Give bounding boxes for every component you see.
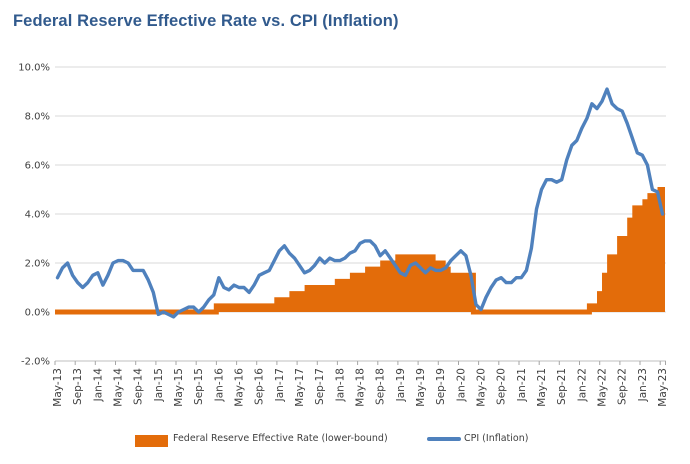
y-gridlines [55, 66, 666, 362]
svg-text:Sep-13: Sep-13 [72, 368, 84, 405]
svg-text:2.0%: 2.0% [25, 259, 50, 270]
svg-text:Sep-20: Sep-20 [496, 368, 508, 405]
svg-text:Jan-16: Jan-16 [213, 368, 225, 403]
svg-text:May-22: May-22 [597, 368, 609, 407]
svg-text:Jan-18: Jan-18 [334, 368, 346, 402]
svg-text:0.0%: 0.0% [25, 308, 50, 319]
svg-text:Sep-14: Sep-14 [133, 368, 145, 405]
svg-text:May-23: May-23 [657, 368, 669, 407]
cpi-line-series [55, 87, 665, 319]
svg-text:May-15: May-15 [173, 368, 185, 407]
plot-area: 10.0% 8.0% 6.0% 4.0% 2.0% 0.0% -2.0%May-13 Sep-… [18, 63, 669, 407]
svg-text:May-21: May-21 [536, 368, 548, 407]
svg-text:6.0%: 6.0% [25, 161, 50, 172]
legend: Federal Reserve Effective Rate (lower-bo… [0, 0, 690, 447]
svg-text:Sep-19: Sep-19 [435, 368, 447, 405]
fed-rate-area-series [55, 187, 665, 315]
svg-text:May-17: May-17 [294, 368, 306, 407]
svg-text:Jan-22: Jan-22 [576, 368, 588, 402]
svg-text:Sep-21: Sep-21 [556, 368, 568, 405]
svg-text:8.0%: 8.0% [25, 112, 50, 123]
svg-text:May-19: May-19 [415, 368, 427, 407]
svg-text:Sep-22: Sep-22 [617, 368, 629, 405]
svg-text:Jan-23: Jan-23 [637, 368, 649, 402]
svg-text:May-18: May-18 [355, 368, 367, 407]
svg-text:10.0%: 10.0% [18, 63, 50, 74]
svg-text:Jan-14: Jan-14 [92, 368, 104, 403]
svg-text:Jan-15: Jan-15 [153, 368, 165, 402]
svg-text:Sep-15: Sep-15 [193, 368, 205, 405]
svg-text:Sep-18: Sep-18 [375, 368, 387, 405]
svg-text:Jan-17: Jan-17 [274, 368, 286, 402]
fed-rate-swatch-icon [135, 435, 168, 447]
svg-text:Jan-20: Jan-20 [455, 368, 467, 402]
legend-label-fed-rate: Federal Reserve Effective Rate (lower-bo… [173, 433, 388, 444]
svg-text:May-13: May-13 [52, 368, 64, 407]
x-axis [54, 361, 666, 365]
chart-title: Federal Reserve Effective Rate vs. CPI (… [13, 12, 399, 30]
cpi-line-swatch-icon [427, 437, 461, 441]
svg-text:May-16: May-16 [234, 368, 246, 407]
svg-text:Jan-19: Jan-19 [395, 368, 407, 402]
svg-text:-2.0%: -2.0% [21, 357, 50, 368]
x-tick-labels: May-13 Sep-13 Jan-14 May-14 Sep-14 Jan-15 May-… [52, 368, 669, 407]
svg-text:Jan-21: Jan-21 [516, 368, 528, 402]
svg-text:May-14: May-14 [113, 368, 125, 407]
svg-text:May-20: May-20 [476, 368, 488, 407]
svg-text:Sep-17: Sep-17 [314, 368, 326, 405]
svg-text:4.0%: 4.0% [25, 210, 50, 221]
svg-text:Sep-16: Sep-16 [254, 368, 266, 405]
y-tick-labels: 10.0% 8.0% 6.0% 4.0% 2.0% 0.0% -2.0% [18, 63, 50, 368]
legend-label-cpi: CPI (Inflation) [464, 433, 529, 444]
